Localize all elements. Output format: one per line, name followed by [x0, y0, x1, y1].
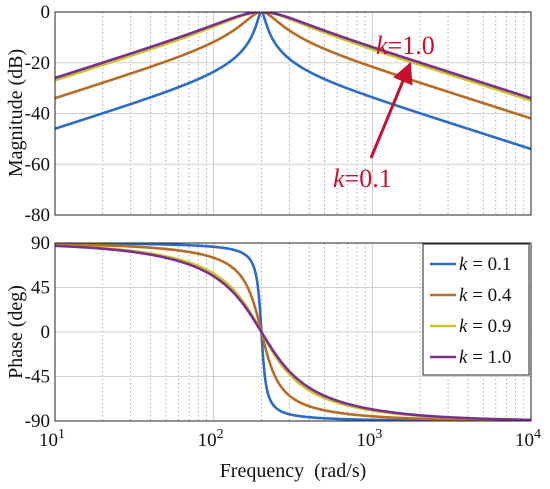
- phase-panel: 90 45 0 -45 -90 Phase (deg) 101 102 103 104 Fre…: [5, 233, 541, 482]
- annotation-arrow: [369, 62, 413, 159]
- frequency-xtick-label: 101: [39, 427, 65, 451]
- phase-ytick-label: 90: [31, 233, 50, 254]
- magnitude-y-ticks: 0 -20 -40 -60 -80: [25, 2, 50, 226]
- magnitude-panel: 0-20-40-60-80 Magnitude (dB) k=1.0 k=0.1: [5, 2, 532, 226]
- phase-y-ticks: 90 45 0 -45 -90: [25, 233, 50, 432]
- magnitude-ylabel: Magnitude (dB): [5, 49, 27, 177]
- magnitude-ytick-label: 0: [41, 2, 51, 23]
- frequency-xlabel: Frequency (rad/s): [220, 460, 367, 482]
- frequency-xtick-label: 102: [198, 427, 224, 451]
- annotation-k-0-1-value: =0.1: [345, 164, 392, 193]
- legend-box: [422, 243, 530, 376]
- magnitude-series-k-1: [55, 12, 531, 100]
- legend: k = 0.1 k = 0.4 k = 0.9 k = 1.0: [422, 243, 530, 376]
- phase-series-k-1: [55, 244, 531, 421]
- magnitude-series-k-0-4: [55, 12, 531, 120]
- frequency-x-ticks: 101 102 103 104: [39, 427, 541, 451]
- annotation-k-1-0-value: =1.0: [388, 31, 435, 60]
- magnitude-grid: [55, 12, 531, 215]
- annotation-k-0-1-var: k: [333, 164, 345, 193]
- magnitude-ytick-label: -80: [25, 205, 50, 226]
- phase-ytick-label: 0: [41, 322, 51, 343]
- magnitude-ytick-label: -20: [25, 53, 50, 74]
- magnitude-axes-box: [54, 11, 532, 216]
- frequency-xtick-label: 103: [356, 427, 382, 451]
- magnitude-series: [55, 12, 531, 151]
- magnitude-series-k-0-1: [55, 12, 531, 151]
- annotation-k-1-0: k=1.0: [376, 31, 435, 60]
- phase-ytick-label: 45: [31, 278, 50, 299]
- legend-label: k = 0.9: [459, 316, 511, 337]
- magnitude-ytick-label: -40: [25, 104, 50, 125]
- phase-ytick-label: -90: [25, 411, 50, 432]
- annotation-k-1-0-var: k: [376, 31, 388, 60]
- magnitude-ytick-label: -60: [25, 154, 50, 175]
- annotation-k-0-1: k=0.1: [333, 164, 392, 193]
- phase-ytick-label: -45: [25, 367, 50, 388]
- phase-axes-box: [54, 242, 532, 422]
- legend-label: k = 0.1: [459, 254, 511, 275]
- phase-ylabel: Phase (deg): [5, 285, 27, 379]
- legend-label: k = 0.4: [459, 285, 512, 306]
- phase-series-k-0-4: [55, 243, 531, 421]
- frequency-xtick-label: 104: [515, 427, 541, 451]
- legend-label: k = 1.0: [459, 347, 511, 368]
